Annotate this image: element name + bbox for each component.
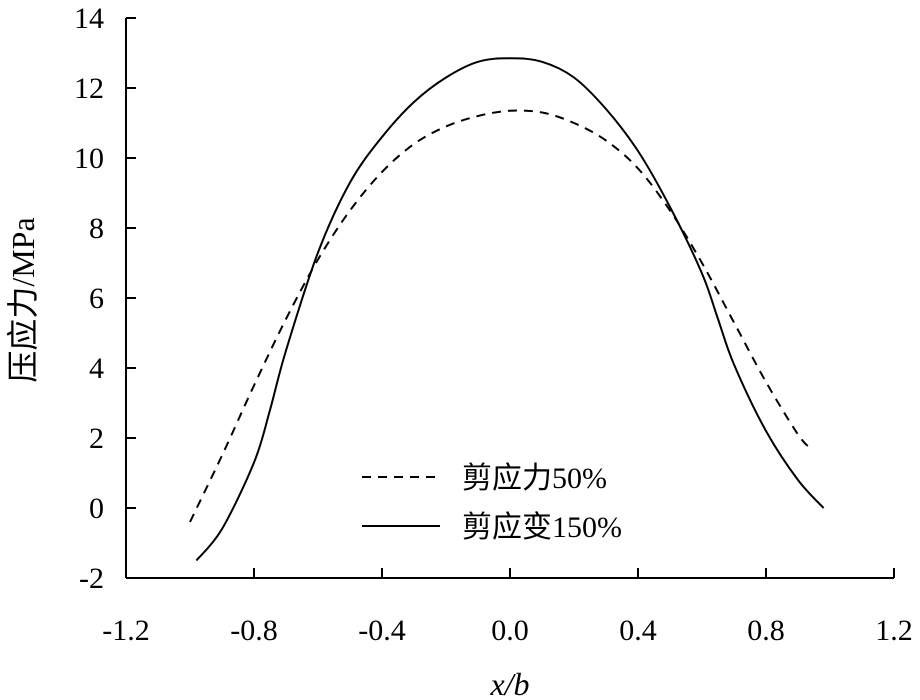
series-line-2 [195, 57, 825, 562]
x-ticks: -1.2 -0.8 -0.4 0.0 0.4 0.8 1.2 [102, 568, 913, 647]
y-axis-title: 压应力/MPa [5, 217, 41, 382]
x-tick-label: 0.8 [747, 614, 785, 647]
x-tick-label: -0.4 [358, 614, 406, 647]
y-tick-label: 2 [89, 422, 104, 455]
legend-label-series-2: 剪应变150% [462, 511, 622, 544]
y-tick-label: 10 [74, 142, 104, 175]
series-group [189, 57, 825, 562]
x-tick-label: -1.2 [102, 614, 150, 647]
x-tick-label: 1.2 [875, 614, 913, 647]
y-tick-label: -2 [79, 562, 104, 595]
y-ticks: -2 0 2 4 6 8 10 12 14 [74, 2, 136, 595]
legend-label-series-1: 剪应力50% [462, 462, 607, 495]
y-tick-label: 12 [74, 72, 104, 105]
legend: 剪应力50% 剪应变150% [362, 462, 622, 544]
y-tick-label: 6 [89, 282, 104, 315]
y-tick-label: 0 [89, 492, 104, 525]
y-tick-label: 14 [74, 2, 104, 35]
x-tick-label: -0.8 [230, 614, 278, 647]
x-axis-title: x/b [489, 666, 529, 700]
y-tick-label: 8 [89, 212, 104, 245]
series-line-1 [189, 109, 812, 523]
y-tick-label: 4 [89, 352, 104, 385]
x-tick-label: 0.4 [619, 614, 657, 647]
x-tick-label: 0.0 [491, 614, 529, 647]
